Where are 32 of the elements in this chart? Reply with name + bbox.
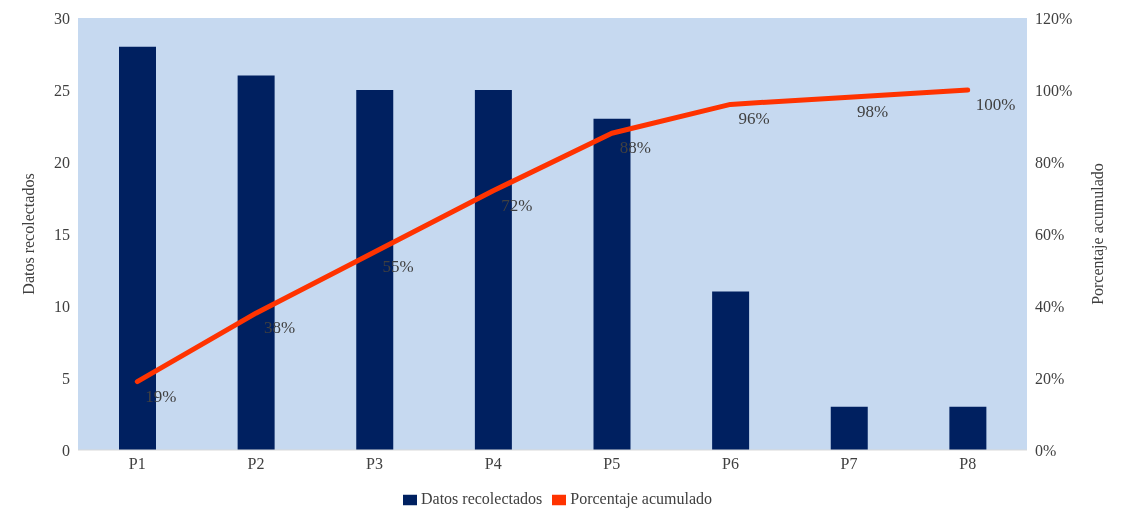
y2-tick-label: 100% bbox=[1035, 81, 1073, 99]
y2-tick-label: 40% bbox=[1035, 297, 1065, 315]
data-label: 100% bbox=[975, 95, 1016, 115]
y-tick-label: 5 bbox=[62, 369, 70, 387]
y-tick-label: 10 bbox=[54, 297, 70, 315]
y-axis-title: Datos recolectados bbox=[19, 173, 37, 295]
y2-axis-title: Porcentaje acumulado bbox=[1088, 163, 1107, 305]
y-tick-label: 15 bbox=[54, 225, 70, 243]
x-tick-label: P8 bbox=[959, 455, 977, 473]
legend-label: Porcentaje acumulado bbox=[570, 490, 712, 507]
y-tick-label: 30 bbox=[54, 9, 70, 27]
legend-label: Datos recolectados bbox=[421, 490, 543, 507]
data-label: 96% bbox=[738, 109, 770, 129]
bar bbox=[830, 406, 868, 450]
x-tick-label: P4 bbox=[484, 455, 502, 473]
x-tick-label: P7 bbox=[840, 455, 858, 473]
x-tick-label: P1 bbox=[128, 455, 146, 473]
y2-tick-label: 20% bbox=[1035, 369, 1065, 387]
x-tick-label: P3 bbox=[366, 455, 384, 473]
bar bbox=[949, 406, 987, 450]
x-tick-label: P6 bbox=[721, 455, 739, 473]
y-tick-label: 25 bbox=[54, 81, 70, 99]
y2-tick-label: 80% bbox=[1035, 153, 1065, 171]
bar bbox=[712, 291, 750, 450]
y-tick-label: 20 bbox=[54, 153, 70, 171]
y2-tick-label: 0% bbox=[1035, 441, 1057, 459]
y2-tick-label: 120% bbox=[1035, 9, 1073, 27]
x-tick-label: P2 bbox=[247, 455, 265, 473]
data-label: 98% bbox=[857, 102, 889, 122]
x-tick-label: P5 bbox=[603, 455, 621, 473]
y-tick-label: 0 bbox=[62, 441, 70, 459]
y2-tick-label: 60% bbox=[1035, 225, 1065, 243]
